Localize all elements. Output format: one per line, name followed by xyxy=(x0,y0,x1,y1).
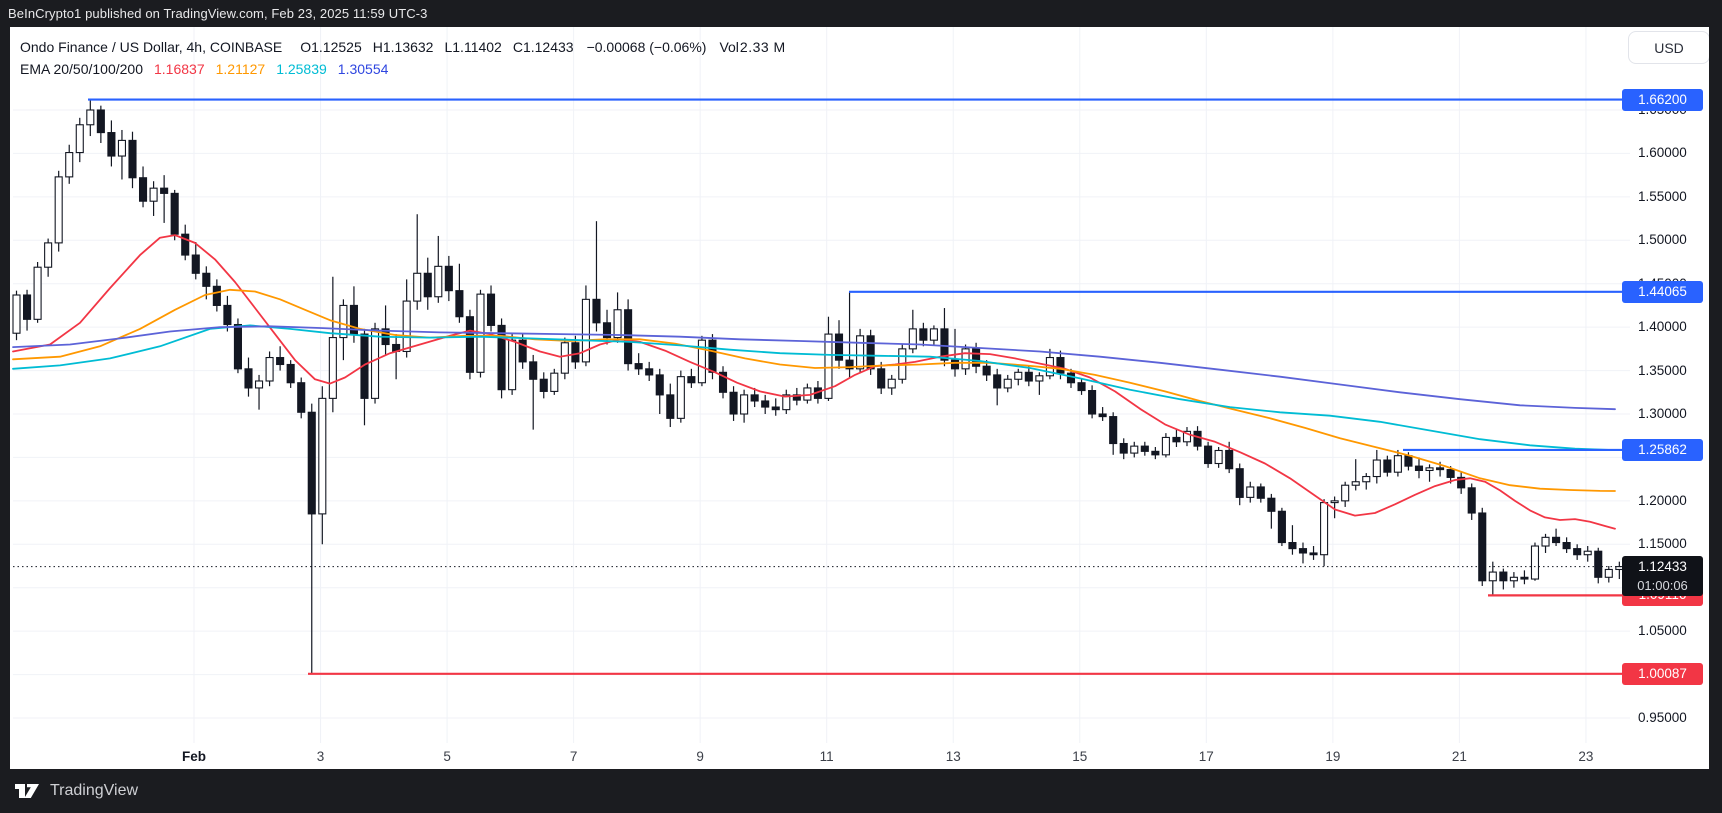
ema20-value: 1.16837 xyxy=(154,61,205,77)
ema-50-line xyxy=(12,288,1616,492)
candlesticks xyxy=(12,99,1624,674)
x-axis-label: 13 xyxy=(945,749,961,764)
ema-indicator-row[interactable]: EMA 20/50/100/200 1.16837 1.21127 1.2583… xyxy=(20,58,786,80)
x-axis-label: 15 xyxy=(1072,749,1088,764)
price-change: −0.00068 (−0.06%) xyxy=(586,39,707,55)
y-axis-label: 1.55000 xyxy=(1638,188,1687,204)
x-axis-label: 19 xyxy=(1325,749,1341,764)
x-axis-label: 3 xyxy=(316,749,325,764)
tradingview-brand-text[interactable]: TradingView xyxy=(50,782,139,799)
price-level-badge: 1.66200 xyxy=(1622,88,1703,111)
x-axis-label: Feb xyxy=(181,749,207,764)
attribution-text: BeInCrypto1 published on TradingView.com… xyxy=(8,6,428,21)
ohlc-close: C1.12433 xyxy=(512,39,574,55)
ema50-value: 1.21127 xyxy=(215,61,266,77)
footer-bar: TradingView xyxy=(0,769,1722,813)
ohlc-high: H1.13632 xyxy=(372,39,434,55)
y-axis-label: 1.50000 xyxy=(1638,232,1687,248)
left-frame-border xyxy=(0,27,10,769)
ema200-value: 1.30554 xyxy=(337,61,389,77)
volume-label: Vol xyxy=(719,39,739,55)
tradingview-logo-icon[interactable] xyxy=(14,779,40,803)
currency-usd-button[interactable]: USD xyxy=(1628,31,1710,64)
x-axis-label: 17 xyxy=(1198,749,1214,764)
right-frame-border xyxy=(1709,27,1722,769)
x-axis-label: 9 xyxy=(696,749,704,764)
y-axis-label: 1.05000 xyxy=(1638,623,1687,639)
price-level-badge: 1.44065 xyxy=(1622,280,1703,303)
symbol-row[interactable]: Ondo Finance / US Dollar, 4h, COINBASE O… xyxy=(20,36,786,58)
ema-200-line xyxy=(12,325,1616,411)
y-axis-label: 1.30000 xyxy=(1638,405,1687,421)
ema-20-line xyxy=(12,234,1616,530)
volume-value: 2.33 M xyxy=(739,39,786,55)
symbol-title[interactable]: Ondo Finance / US Dollar, 4h, COINBASE xyxy=(20,39,283,55)
x-axis-label: 21 xyxy=(1451,749,1467,764)
ema100-value: 1.25839 xyxy=(276,61,327,77)
ohlc-low: L1.11402 xyxy=(444,39,502,55)
x-axis-label: 23 xyxy=(1578,749,1594,764)
y-axis-label: 0.95000 xyxy=(1638,709,1687,725)
chart-legend: Ondo Finance / US Dollar, 4h, COINBASE O… xyxy=(20,36,786,80)
ema-indicator-label[interactable]: EMA 20/50/100/200 xyxy=(20,61,143,77)
y-axis-label: 1.20000 xyxy=(1638,492,1687,508)
y-axis-label: 1.60000 xyxy=(1638,145,1687,161)
price-level-badge: 1.25862 xyxy=(1622,438,1703,461)
last-price-badge: 1.12433 01:00:06 xyxy=(1622,555,1703,596)
ohlc-open: O1.12525 xyxy=(300,39,362,55)
y-axis-label: 1.15000 xyxy=(1638,536,1687,552)
x-axis-label: 11 xyxy=(819,749,834,764)
x-axis-label: 5 xyxy=(443,749,451,764)
y-axis-label: 1.35000 xyxy=(1638,362,1687,378)
y-axis-label: 1.40000 xyxy=(1638,319,1687,335)
attribution-bar: BeInCrypto1 published on TradingView.com… xyxy=(0,0,1722,27)
x-axis-label: 7 xyxy=(569,749,578,764)
price-level-badge: 1.00087 xyxy=(1622,662,1703,685)
